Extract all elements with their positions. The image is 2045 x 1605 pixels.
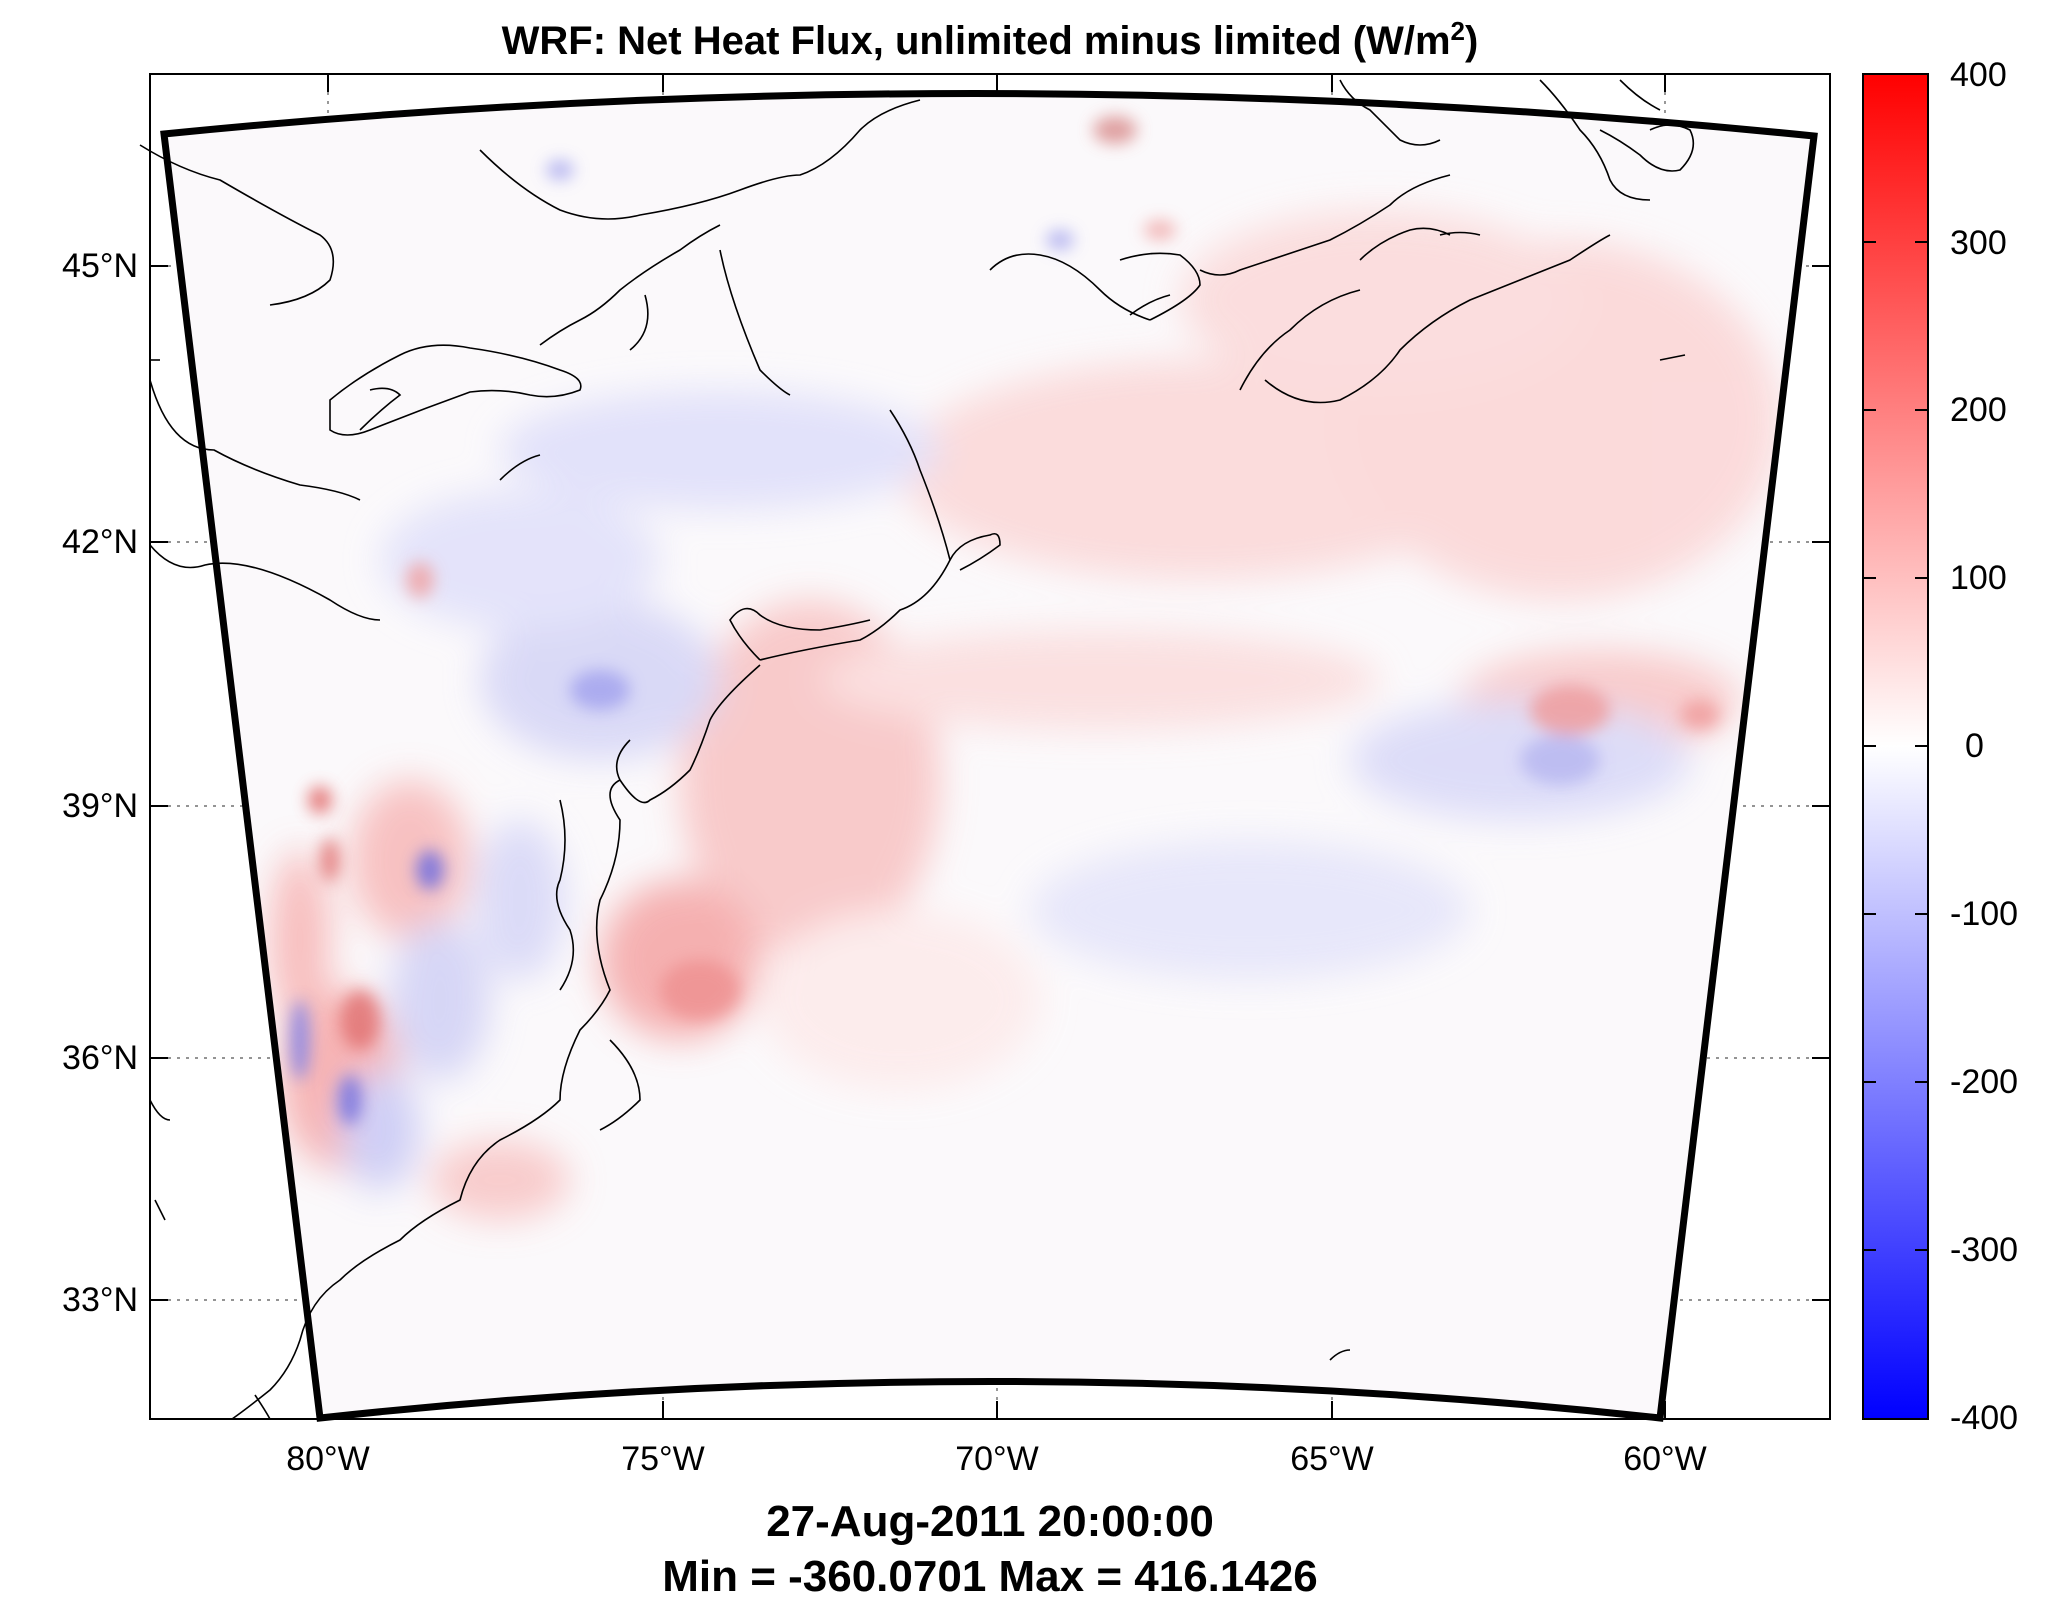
min-max-label: Min = -360.0701 Max = 416.1426 <box>662 1552 1318 1601</box>
y-tick-label: 39°N <box>62 787 138 825</box>
y-tick-label: 45°N <box>62 247 138 285</box>
x-tick-label: 75°W <box>621 1440 705 1478</box>
domain-boundary <box>160 90 1818 1422</box>
y-tick-label: 33°N <box>62 1281 138 1319</box>
colorbar-tick-label: 200 <box>1950 391 2007 429</box>
y-tick-label: 36°N <box>62 1039 138 1077</box>
colorbar-tick-label: -100 <box>1950 895 2019 933</box>
heat-flux-field <box>164 93 1814 1418</box>
title-text: WRF: Net Heat Flux, unlimited minus limi… <box>501 19 1451 63</box>
coastlines <box>139 79 1695 1420</box>
title-suffix: ) <box>1465 19 1479 63</box>
tick-marks <box>150 74 1830 1419</box>
title-superscript: 2 <box>1450 16 1466 46</box>
colorbar-tick-label: -400 <box>1950 1399 2019 1437</box>
x-tick-label: 70°W <box>955 1440 1039 1478</box>
x-tick-label: 60°W <box>1623 1440 1707 1478</box>
x-tick-label: 65°W <box>1290 1440 1374 1478</box>
colorbar-ticks <box>1863 241 1928 1251</box>
x-tick-label: 80°W <box>286 1440 370 1478</box>
colorbar-tick-label: -300 <box>1950 1231 2019 1269</box>
colorbar-tick-label: 0 <box>1965 727 1984 765</box>
figure-title: WRF: Net Heat Flux, unlimited minus limi… <box>150 18 1830 61</box>
timestamp-label: 27-Aug-2011 20:00:00 <box>766 1497 1214 1546</box>
colorbar-tick-label: -200 <box>1950 1063 2019 1101</box>
colorbar-tick-label: 300 <box>1950 224 2007 262</box>
colorbar-tick-label: 400 <box>1950 56 2007 94</box>
y-tick-label: 42°N <box>62 523 138 561</box>
colorbar-tick-label: 100 <box>1950 559 2007 597</box>
